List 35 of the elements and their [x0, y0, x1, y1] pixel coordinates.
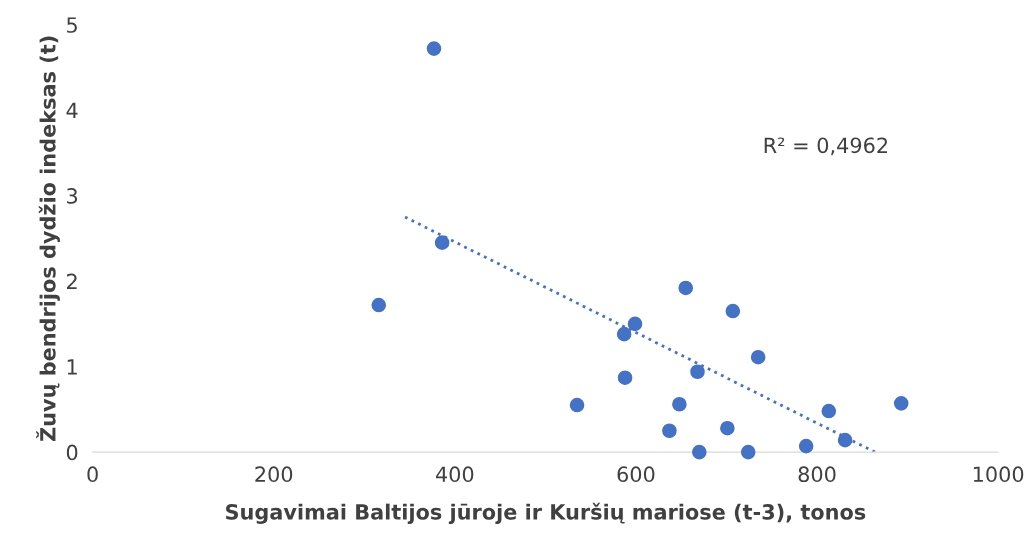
y-tick-label: 3: [67, 188, 78, 204]
x-tick-label: 0: [87, 466, 98, 483]
x-tick-label: 1000: [973, 466, 1024, 483]
y-tick-label: 5: [67, 17, 77, 33]
point: [617, 370, 633, 386]
point: [627, 316, 643, 332]
point: [426, 41, 442, 56]
point: [662, 423, 677, 439]
point: [837, 432, 853, 448]
point: [616, 326, 632, 342]
point: [569, 397, 585, 413]
point: [434, 235, 450, 250]
y-tick-label: 1: [67, 359, 77, 375]
point: [678, 280, 694, 296]
y-tick-label: 2: [66, 273, 77, 290]
point: [690, 364, 705, 380]
point: [821, 403, 837, 419]
x-axis-title: Sugavimai Baltijos jūroje ir Kuršių mariose (t-3), tonos: [226, 502, 866, 524]
point: [740, 444, 756, 460]
point: [750, 349, 766, 365]
point: [692, 444, 707, 460]
y-axis-title: Žuvų bendrijos dydžio indeksas (t): [36, 36, 60, 442]
y-tick-label: 4: [66, 102, 78, 119]
x-tick-label: 600: [617, 466, 655, 483]
point: [672, 396, 687, 412]
point: [720, 420, 735, 436]
annotation: R² = 0,4962: [764, 137, 888, 156]
y-tick-label: 0: [66, 444, 78, 461]
point: [371, 297, 387, 313]
point: [798, 438, 814, 454]
point: [893, 396, 909, 411]
x-tick-label: 800: [798, 466, 836, 483]
x-tick-label: 200: [255, 466, 293, 483]
x-tick-label: 400: [435, 466, 474, 483]
point: [725, 303, 741, 319]
